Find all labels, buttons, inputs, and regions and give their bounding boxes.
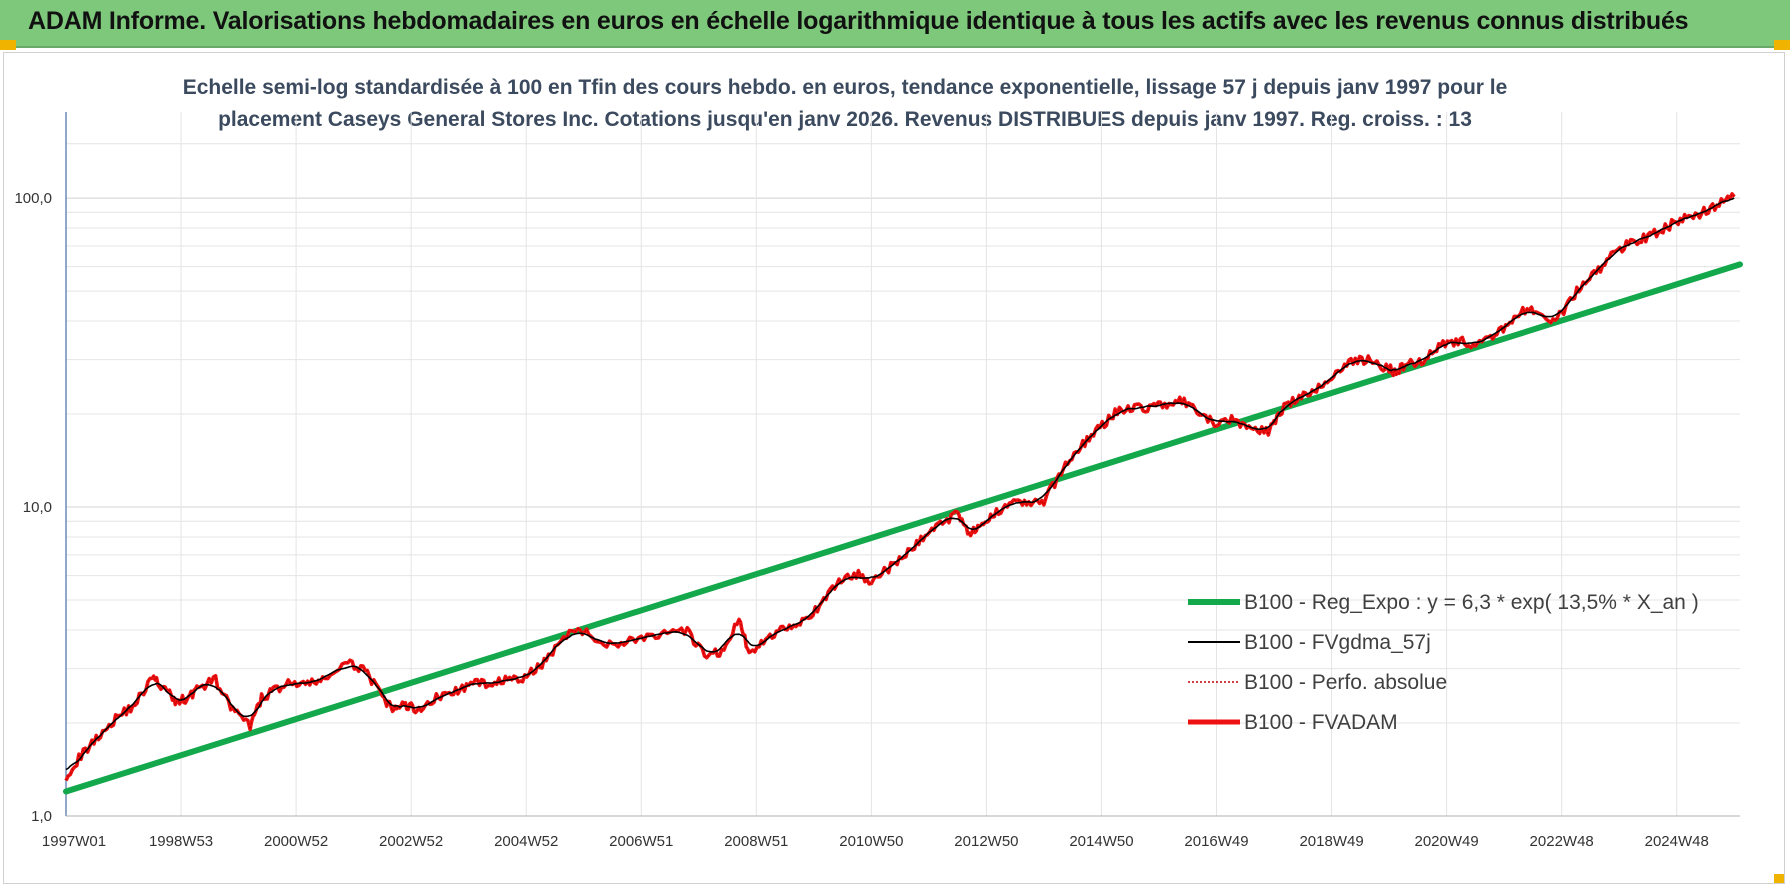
x-tick-label: 1998W53 <box>149 833 213 850</box>
x-tick-label: 2022W48 <box>1530 833 1594 850</box>
corner-marker <box>1774 874 1784 884</box>
corner-marker <box>0 40 16 50</box>
series-line-fvadam <box>64 192 1736 782</box>
x-tick-label: 1997W01 <box>42 833 106 850</box>
corner-marker <box>1774 40 1790 50</box>
series-line-fvgdma-57j <box>65 197 1735 771</box>
x-tick-label: 2018W49 <box>1299 833 1363 850</box>
report-banner: ADAM Informe. Valorisations hebdomadaire… <box>0 0 1790 48</box>
x-tick-label: 2006W51 <box>609 833 673 850</box>
report-title: ADAM Informe. Valorisations hebdomadaire… <box>28 7 1689 35</box>
x-tick-label: 2012W50 <box>954 833 1018 850</box>
series-line-perfo-absolue <box>65 192 1735 781</box>
y-tick-label: 10,0 <box>23 499 52 516</box>
x-tick-label: 2002W52 <box>379 833 443 850</box>
chart-title-line2: placement Caseys General Stores Inc. Cot… <box>218 108 1472 131</box>
chart-frame <box>3 52 1785 884</box>
x-tick-label: 2020W49 <box>1415 833 1479 850</box>
x-tick-label: 2010W50 <box>839 833 903 850</box>
x-tick-label: 2004W52 <box>494 833 558 850</box>
x-tick-label: 2014W50 <box>1069 833 1133 850</box>
legend-label: B100 - FVADAM <box>1244 711 1398 734</box>
y-tick-label: 1,0 <box>31 808 52 825</box>
legend-label: B100 - FVgdma_57j <box>1244 631 1431 654</box>
x-tick-label: 2024W48 <box>1645 833 1709 850</box>
x-tick-label: 2000W52 <box>264 833 328 850</box>
legend-label: B100 - Reg_Expo : y = 6,3 * exp( 13,5% *… <box>1244 591 1699 614</box>
series-line-reg-expo <box>63 261 1743 795</box>
x-tick-label: 2008W51 <box>724 833 788 850</box>
y-tick-label: 100,0 <box>14 190 52 207</box>
legend-label: B100 - Perfo. absolue <box>1244 671 1447 694</box>
chart-title-line1: Echelle semi-log standardisée à 100 en T… <box>182 76 1508 99</box>
x-tick-label: 2016W49 <box>1184 833 1248 850</box>
